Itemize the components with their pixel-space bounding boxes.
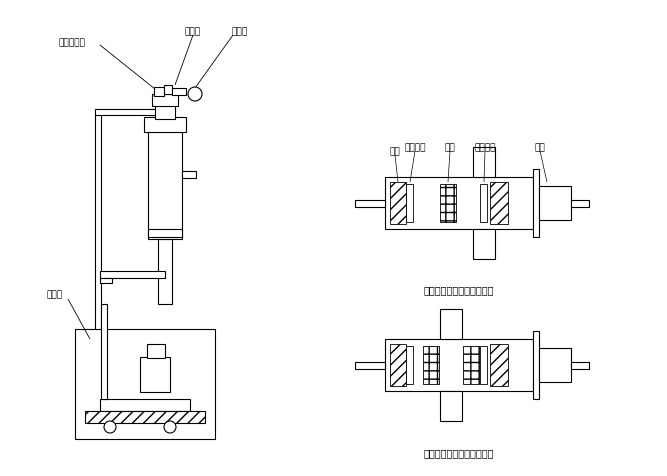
Text: 反吹管: 反吹管 xyxy=(232,28,248,37)
Bar xyxy=(473,148,495,178)
Bar xyxy=(571,200,589,208)
Bar xyxy=(147,344,165,358)
Bar xyxy=(490,344,508,386)
Bar xyxy=(140,357,170,392)
Bar xyxy=(154,88,164,97)
Text: 阀板: 阀板 xyxy=(390,147,400,156)
Text: 密封橡胶: 密封橡胶 xyxy=(474,143,496,152)
Bar xyxy=(473,229,495,259)
Bar xyxy=(152,95,178,107)
Bar xyxy=(480,346,487,384)
Bar xyxy=(490,183,508,225)
Bar xyxy=(355,200,385,208)
Bar xyxy=(539,187,571,220)
Bar xyxy=(144,118,186,133)
Bar xyxy=(182,172,196,178)
Bar xyxy=(390,183,406,225)
Bar xyxy=(164,86,172,95)
Bar xyxy=(390,344,406,386)
Bar xyxy=(95,115,101,344)
Text: 卸袋架: 卸袋架 xyxy=(47,290,63,299)
Bar xyxy=(440,391,462,421)
Text: 上吸时气动三通阀阀片位置: 上吸时气动三通阀阀片位置 xyxy=(424,284,494,294)
Circle shape xyxy=(104,421,116,433)
Bar xyxy=(539,348,571,382)
Bar xyxy=(440,185,456,223)
Bar xyxy=(385,178,533,229)
Bar xyxy=(533,331,539,399)
Bar xyxy=(406,185,413,223)
Bar xyxy=(100,278,112,283)
Bar xyxy=(172,89,186,96)
Bar xyxy=(148,130,182,239)
Bar xyxy=(148,229,182,238)
Bar xyxy=(355,362,385,369)
Bar xyxy=(155,105,175,120)
Bar xyxy=(85,411,205,423)
Text: 气动三通阀: 气动三通阀 xyxy=(59,39,85,48)
Bar xyxy=(423,346,439,384)
Bar xyxy=(101,304,107,399)
Bar xyxy=(440,309,462,339)
Text: 料斗阀: 料斗阀 xyxy=(185,28,201,37)
Text: 阀杆: 阀杆 xyxy=(445,143,456,152)
Bar xyxy=(480,185,487,223)
Circle shape xyxy=(188,88,202,102)
Bar xyxy=(463,346,479,384)
Text: 放袋时气动三通阀阀片位置: 放袋时气动三通阀阀片位置 xyxy=(424,447,494,457)
Bar xyxy=(100,399,190,411)
Bar xyxy=(385,339,533,391)
Bar xyxy=(406,346,413,384)
Text: 气缸: 气缸 xyxy=(535,143,546,152)
Bar xyxy=(75,329,215,439)
Bar xyxy=(158,239,172,304)
Bar xyxy=(100,271,165,278)
Text: 放气室管: 放气室管 xyxy=(404,143,426,152)
Bar xyxy=(571,362,589,369)
Circle shape xyxy=(164,421,176,433)
Bar xyxy=(533,169,539,238)
Bar xyxy=(95,110,170,116)
